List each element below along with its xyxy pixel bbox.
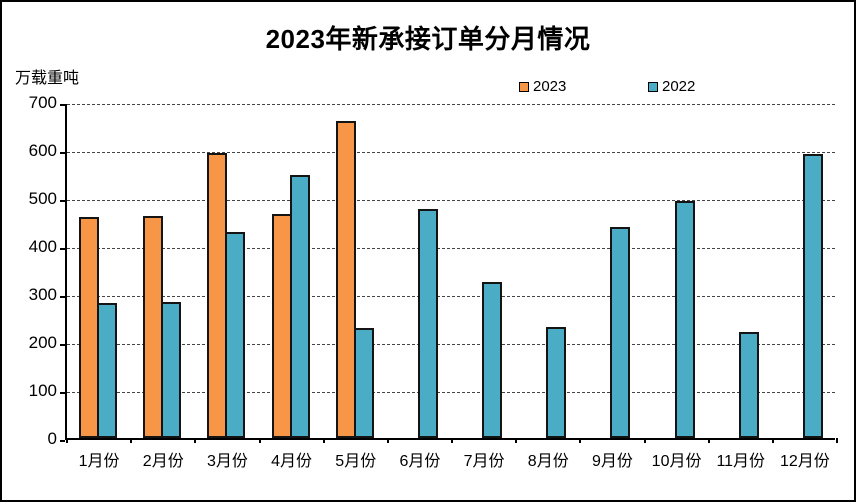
- y-axis-tick-label: 500: [28, 189, 57, 208]
- bar-2022-6月份: [417, 209, 438, 438]
- bar-2022-8月份: [546, 326, 567, 438]
- x-axis-label-5月份: 5月份: [335, 453, 377, 470]
- bar-2022-4月份: [289, 175, 310, 438]
- gridline-700: [67, 104, 835, 105]
- legend-label-2022: 2022: [662, 78, 696, 95]
- gridline-200: [67, 344, 835, 345]
- bar-2023-4月份: [271, 213, 292, 438]
- legend: 2023 2022: [2, 78, 854, 96]
- bar-2023-3月份: [207, 152, 228, 438]
- y-axis-tick-label: 600: [28, 141, 57, 160]
- legend-swatch-2022: [648, 81, 658, 92]
- y-axis-tick: [60, 200, 65, 202]
- bar-2023-5月份: [335, 121, 356, 438]
- x-axis-label-2月份: 2月份: [142, 453, 184, 470]
- bar-2022-10月份: [674, 201, 695, 438]
- x-axis-tick: [194, 438, 197, 443]
- x-axis-label-4月份: 4月份: [271, 453, 313, 470]
- legend-entry-2022: 2022: [648, 78, 695, 95]
- x-axis-tick: [643, 438, 646, 443]
- y-axis-tick-label: 0: [47, 429, 57, 448]
- y-axis-tick: [60, 344, 65, 346]
- x-axis-tick: [386, 438, 389, 443]
- x-axis-label-11月份: 11月份: [716, 453, 766, 470]
- x-axis-tick: [130, 438, 133, 443]
- y-axis-tick: [60, 392, 65, 394]
- y-axis-tick: [60, 248, 65, 250]
- bar-2022-7月份: [482, 281, 503, 438]
- gridline-600: [67, 152, 835, 153]
- bar-2023-2月份: [143, 215, 164, 438]
- chart-title: 2023年新承接订单分月情况: [265, 24, 591, 54]
- x-axis-label-3月份: 3月份: [206, 453, 248, 470]
- bar-2022-2月份: [161, 302, 182, 438]
- gridline-300: [67, 296, 835, 297]
- y-axis-tick: [60, 152, 65, 154]
- x-axis-tick: [836, 438, 838, 443]
- x-axis-label-10月份: 10月份: [651, 453, 702, 470]
- bar-2022-11月份: [738, 332, 759, 438]
- x-axis-tick: [66, 438, 68, 443]
- bar-2022-12月份: [802, 153, 823, 438]
- gridline-100: [67, 392, 835, 393]
- x-axis-tick: [322, 438, 325, 443]
- bar-2022-5月份: [353, 327, 374, 438]
- legend-entry-2023: 2023: [519, 78, 566, 95]
- y-axis-tick-label: 300: [28, 285, 57, 304]
- gridline-500: [67, 200, 835, 201]
- legend-label-2023: 2023: [533, 78, 567, 95]
- x-axis-label-6月份: 6月份: [399, 453, 441, 470]
- y-axis-tick-label: 700: [28, 93, 57, 112]
- x-axis-label-9月份: 9月份: [591, 453, 633, 470]
- bar-2023-1月份: [79, 216, 100, 438]
- x-axis-tick: [707, 438, 710, 443]
- y-axis-tick: [60, 440, 65, 442]
- x-axis-label-8月份: 8月份: [527, 453, 569, 470]
- x-axis-tick: [515, 438, 518, 443]
- x-axis-label-7月份: 7月份: [463, 453, 505, 470]
- y-axis-tick: [60, 296, 65, 298]
- x-axis-tick: [771, 438, 774, 443]
- y-axis-tick-label: 200: [28, 333, 57, 352]
- x-axis-tick: [579, 438, 582, 443]
- y-axis-unit-label: 万载重吨: [15, 70, 80, 87]
- y-axis-tick-label: 100: [28, 381, 57, 400]
- x-axis-tick: [258, 438, 261, 443]
- x-axis-tick: [451, 438, 453, 443]
- bar-2022-1月份: [97, 302, 118, 438]
- bar-2022-3月份: [225, 231, 246, 438]
- legend-swatch-2023: [519, 81, 529, 92]
- bar-2022-9月份: [610, 226, 631, 438]
- x-axis-label-12月份: 12月份: [780, 453, 830, 470]
- gridline-400: [67, 248, 835, 249]
- y-axis-tick: [60, 104, 65, 106]
- plot-area: 0 100 200 300 400 500 600 700 1月份 2月份 3月份 4月份 5月份 6月份…: [29, 93, 838, 470]
- y-axis-tick-label: 400: [28, 237, 57, 256]
- x-axis-label-1月份: 1月份: [78, 453, 120, 470]
